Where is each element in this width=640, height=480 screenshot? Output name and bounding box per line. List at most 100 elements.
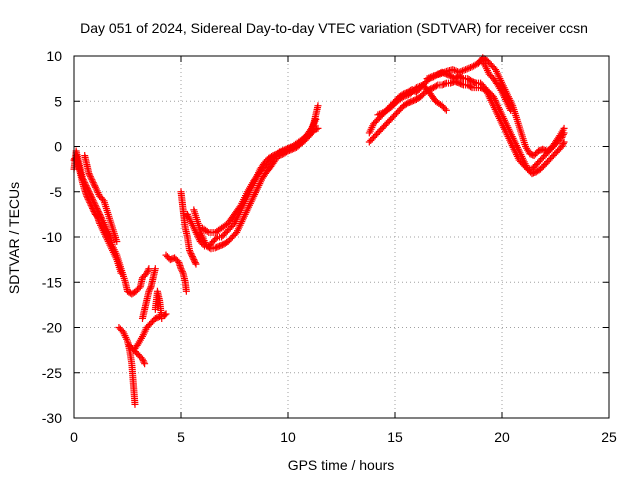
data-point	[140, 358, 148, 366]
data-point	[377, 109, 385, 117]
data-point	[442, 106, 450, 114]
data-point	[141, 360, 149, 368]
data-point	[143, 269, 151, 277]
data-point	[146, 284, 154, 292]
data-point	[88, 203, 96, 211]
data-point	[188, 251, 196, 259]
data-point	[92, 212, 100, 220]
data-point	[88, 176, 96, 184]
data-point	[143, 268, 151, 276]
data-point	[87, 174, 95, 182]
data-point	[85, 197, 93, 205]
data-point	[412, 84, 420, 92]
grid	[74, 56, 609, 418]
data-point	[191, 259, 199, 267]
data-point	[139, 357, 147, 365]
data-point	[441, 105, 449, 113]
y-tick-label: -25	[42, 365, 62, 381]
data-point	[560, 138, 568, 146]
data-point	[458, 80, 466, 88]
data-point	[285, 144, 293, 152]
data-point	[203, 227, 211, 235]
data-point	[414, 83, 422, 91]
data-point	[458, 74, 466, 82]
data-point	[151, 265, 159, 273]
data-point	[507, 106, 515, 114]
data-point	[277, 147, 285, 155]
data-point	[559, 139, 567, 147]
data-point	[178, 266, 186, 274]
data-point	[182, 287, 190, 295]
y-tick-label: -5	[50, 184, 63, 200]
data-point	[432, 82, 440, 90]
data-point	[441, 68, 449, 76]
data-point	[86, 198, 94, 206]
data-point	[457, 68, 465, 76]
data-point	[86, 200, 94, 208]
data-point	[117, 269, 125, 277]
y-axis-label: SDTVAR / TECUs	[6, 182, 22, 294]
data-point	[465, 64, 473, 72]
data-point	[85, 170, 93, 178]
data-point	[158, 314, 166, 322]
data-point	[90, 180, 98, 188]
data-point	[314, 102, 322, 110]
data-point	[436, 70, 444, 78]
data-point	[275, 148, 283, 156]
data-point	[458, 67, 466, 75]
data-point	[375, 110, 383, 118]
data-point	[428, 73, 436, 81]
data-point	[438, 69, 446, 77]
data-point	[400, 93, 408, 101]
data-point	[471, 79, 479, 87]
axis-ticks: 0 5 10 15 20 25 -30 -25 -20 -15 -10 -5 0 5 10	[42, 48, 617, 445]
data-point	[131, 400, 139, 408]
data-point	[450, 66, 458, 74]
data-point	[439, 69, 447, 77]
y-tick-label: -15	[42, 274, 62, 290]
data-point	[441, 80, 449, 88]
data-point	[283, 145, 291, 153]
data-point	[313, 125, 321, 133]
data-point	[449, 66, 457, 74]
y-tick-label: -10	[42, 229, 62, 245]
x-tick-label: 5	[177, 429, 185, 445]
data-points	[70, 54, 568, 408]
data-point	[187, 250, 195, 258]
data-point	[145, 265, 153, 273]
data-point	[188, 253, 196, 261]
data-point	[138, 355, 146, 363]
data-point	[186, 247, 194, 255]
data-point	[186, 248, 194, 256]
y-tick-label: -30	[42, 410, 62, 426]
data-point	[455, 68, 463, 76]
data-point	[90, 207, 98, 215]
data-point	[146, 286, 154, 294]
data-point	[212, 235, 220, 243]
data-point	[89, 204, 97, 212]
data-point	[84, 194, 92, 202]
data-point	[190, 256, 198, 264]
data-point	[83, 192, 91, 200]
data-point	[280, 146, 288, 154]
data-point	[84, 195, 92, 203]
x-tick-label: 25	[601, 429, 617, 445]
data-point	[89, 177, 97, 185]
y-tick-label: 10	[46, 48, 62, 64]
data-point	[89, 179, 97, 187]
data-point	[558, 143, 566, 150]
data-point	[425, 74, 433, 82]
y-tick-label: -20	[42, 320, 62, 336]
data-point	[89, 206, 97, 214]
data-point	[314, 124, 322, 132]
data-point	[463, 65, 471, 73]
data-point	[423, 75, 431, 83]
data-point	[189, 254, 197, 262]
chart-title: Day 051 of 2024, Sidereal Day-to-day VTE…	[80, 20, 588, 36]
data-point	[452, 67, 460, 75]
data-point	[279, 147, 287, 155]
data-point	[177, 265, 185, 273]
data-point	[113, 238, 121, 246]
data-point	[86, 173, 94, 181]
data-point	[312, 115, 320, 123]
